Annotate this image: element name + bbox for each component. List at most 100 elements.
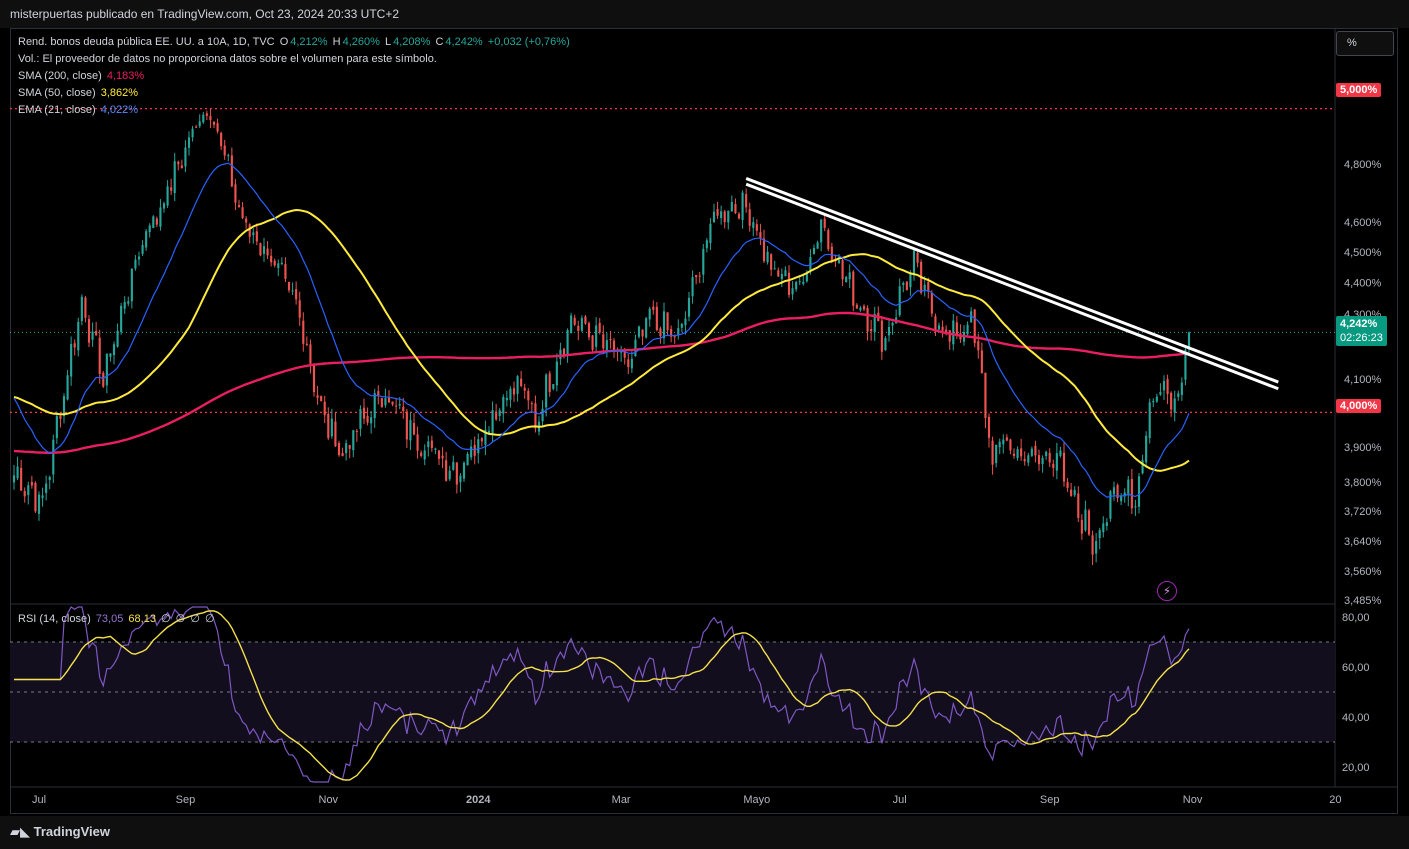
candle-body bbox=[109, 353, 112, 357]
candle bbox=[73, 339, 76, 356]
rsi-axis-tick: 60,00 bbox=[1342, 662, 1370, 674]
candle-body bbox=[598, 322, 601, 333]
candle-body bbox=[1095, 540, 1098, 554]
candle bbox=[23, 487, 26, 503]
candle bbox=[580, 315, 583, 332]
candle bbox=[916, 251, 919, 268]
candle bbox=[445, 451, 448, 482]
candle-body bbox=[530, 403, 533, 405]
candle-body bbox=[977, 341, 980, 351]
candle bbox=[620, 345, 623, 362]
candle-body bbox=[927, 281, 930, 292]
candle-body bbox=[437, 450, 441, 459]
candle bbox=[487, 426, 491, 434]
candle bbox=[966, 321, 969, 336]
candle bbox=[237, 199, 241, 208]
candle-body bbox=[105, 353, 108, 386]
candle-body bbox=[634, 339, 637, 357]
candle bbox=[1109, 490, 1112, 522]
candle bbox=[637, 325, 641, 339]
candle-body bbox=[227, 155, 230, 157]
candle-body bbox=[630, 358, 633, 369]
candle bbox=[1005, 434, 1008, 442]
sma50-legend[interactable]: SMA (50, close) 3,862% bbox=[18, 85, 572, 102]
candle bbox=[109, 353, 112, 362]
candle bbox=[695, 274, 698, 285]
symbol-line[interactable]: Rend. bonos deuda pública EE. UU. a 10A,… bbox=[18, 34, 572, 51]
sma200-label: SMA (200, close) bbox=[18, 70, 102, 82]
price-axis-tick: 4,400% bbox=[1344, 278, 1382, 290]
candle-body bbox=[305, 343, 308, 345]
candle bbox=[123, 296, 126, 314]
candle bbox=[1012, 448, 1016, 459]
candle-body bbox=[562, 348, 566, 356]
candle bbox=[416, 426, 419, 459]
rsi-legend[interactable]: RSI (14, close) 73,05 68,13 ∅ ∅ ∅ ∅ bbox=[18, 611, 217, 628]
candle bbox=[884, 336, 887, 351]
candle-body bbox=[812, 248, 816, 255]
candle-body bbox=[205, 113, 208, 116]
candle-body bbox=[434, 448, 437, 450]
candle-body bbox=[966, 324, 969, 335]
candle-body bbox=[127, 301, 130, 304]
candle-body bbox=[141, 244, 144, 254]
candle bbox=[77, 317, 80, 357]
candle bbox=[1170, 391, 1173, 417]
price-axis-tick: 3,640% bbox=[1344, 536, 1382, 548]
last-price-tag: 4,242% 02:26:23 bbox=[1336, 316, 1387, 346]
candle bbox=[291, 282, 294, 296]
candle-body bbox=[645, 318, 648, 338]
candle-body bbox=[1052, 463, 1055, 468]
candle-body bbox=[602, 334, 605, 349]
candle-body bbox=[555, 361, 558, 386]
candle-body bbox=[845, 276, 848, 283]
candle-body bbox=[509, 388, 512, 400]
time-axis-tick: Nov bbox=[1183, 794, 1203, 806]
candle bbox=[230, 147, 233, 188]
candle-body bbox=[612, 340, 616, 352]
candle-body bbox=[762, 238, 766, 262]
candle bbox=[377, 385, 380, 405]
candle bbox=[759, 223, 762, 246]
sma200-line bbox=[13, 311, 1190, 455]
candle-body bbox=[48, 476, 51, 481]
symbol-title: Rend. bonos deuda pública EE. UU. a 10A,… bbox=[18, 36, 275, 48]
flash-icon[interactable]: ⚡ bbox=[1157, 581, 1177, 601]
candle-body bbox=[891, 322, 894, 326]
candle bbox=[927, 277, 930, 299]
candle-body bbox=[980, 350, 983, 373]
support-price-tag: 4,000% bbox=[1336, 399, 1382, 413]
candle bbox=[362, 398, 366, 425]
candle bbox=[1148, 398, 1151, 444]
candle-body bbox=[912, 250, 916, 276]
candle-body bbox=[695, 275, 698, 278]
candle bbox=[209, 108, 212, 129]
candle bbox=[323, 395, 326, 424]
candle-body bbox=[41, 495, 44, 499]
candle-body bbox=[673, 336, 676, 338]
percent-scale-button[interactable]: % bbox=[1336, 31, 1394, 56]
ohlc-c-label: C bbox=[435, 36, 444, 48]
candle bbox=[748, 202, 751, 232]
ohlc-o-label: O bbox=[279, 36, 289, 48]
ema21-legend[interactable]: EMA (21, close) 4,022% bbox=[18, 102, 572, 119]
candle-body bbox=[152, 216, 155, 228]
candle-body bbox=[202, 114, 205, 123]
candle bbox=[712, 203, 716, 223]
candle-body bbox=[1020, 448, 1023, 457]
candle-body bbox=[841, 260, 844, 280]
candle bbox=[791, 281, 794, 300]
candle-body bbox=[1091, 535, 1094, 555]
candle bbox=[659, 326, 662, 344]
candle-body bbox=[330, 418, 333, 437]
sma200-legend[interactable]: SMA (200, close) 4,183% bbox=[18, 68, 572, 85]
candle-body bbox=[291, 290, 294, 292]
candle bbox=[870, 319, 873, 341]
candle bbox=[227, 153, 230, 162]
candle-body bbox=[945, 329, 948, 333]
candle-body bbox=[220, 132, 223, 147]
candle bbox=[412, 413, 416, 436]
candle-body bbox=[516, 376, 519, 394]
candle bbox=[462, 461, 466, 482]
